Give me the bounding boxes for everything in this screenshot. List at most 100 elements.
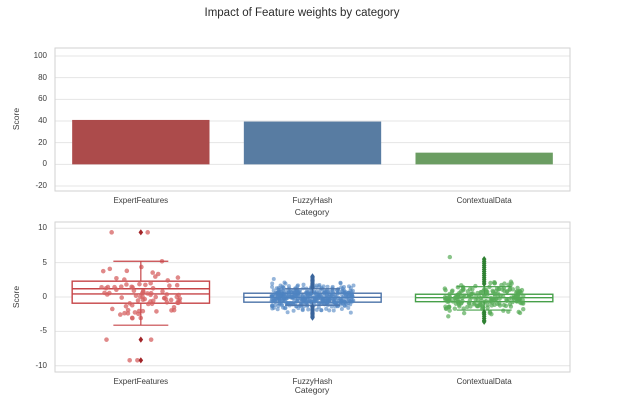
strip-point xyxy=(287,290,292,295)
strip-point xyxy=(317,283,322,288)
strip-point xyxy=(168,297,174,303)
strip-point xyxy=(339,307,344,312)
box-chart-y-tick-label: 10 xyxy=(38,223,47,233)
strip-point xyxy=(509,281,514,286)
flier-diamond xyxy=(481,280,487,288)
strip-point xyxy=(485,305,490,310)
flier-diamond xyxy=(138,229,144,236)
strip-point xyxy=(271,288,276,293)
strip-point xyxy=(295,284,300,289)
bar-chart-y-tick-label: 0 xyxy=(42,159,47,169)
strip-point xyxy=(160,289,165,294)
bar-chart-y-tick-label: 60 xyxy=(38,94,47,104)
strip-point xyxy=(446,304,451,310)
strip-point xyxy=(279,301,284,306)
bar-chart-y-tick-label: -20 xyxy=(35,181,47,191)
bar-expertfeatures xyxy=(72,119,210,165)
strip-point xyxy=(341,299,346,304)
strip-point xyxy=(161,295,167,301)
flier-diamond xyxy=(310,284,315,291)
box-chart-y-tick-label: 5 xyxy=(42,257,47,267)
strip-point xyxy=(104,337,109,342)
strip-point xyxy=(456,294,461,300)
strip-point xyxy=(150,285,156,291)
strip-point xyxy=(314,307,319,312)
strip-point xyxy=(137,281,142,287)
strip-point xyxy=(498,293,503,298)
strip-point xyxy=(504,298,510,303)
flier-diamond xyxy=(138,336,144,343)
strip-point xyxy=(446,314,451,319)
strip-point xyxy=(296,290,301,295)
strip-point xyxy=(293,293,298,298)
strip-point xyxy=(476,303,481,309)
strip-point xyxy=(150,270,155,275)
strip-point xyxy=(314,293,319,298)
box-chart-x-tick-label: ContextualData xyxy=(456,377,512,386)
box-chart-x-tick-label: ExpertFeatures xyxy=(113,377,169,386)
strip-point xyxy=(154,309,159,314)
strip-point xyxy=(320,298,325,303)
strip-point xyxy=(102,290,107,296)
strip-point xyxy=(461,287,466,292)
box-chart-y-tick-label: 0 xyxy=(42,292,47,301)
strip-point xyxy=(148,280,153,286)
strip-point xyxy=(510,299,515,305)
strip-point xyxy=(176,292,181,298)
strip-point xyxy=(99,284,104,290)
strip-point xyxy=(470,286,475,292)
strip-point xyxy=(308,291,313,296)
strip-point xyxy=(275,307,280,312)
strip-point xyxy=(497,301,502,306)
strip-point xyxy=(137,294,143,300)
strip-point xyxy=(344,295,349,300)
strip-point xyxy=(286,284,291,289)
strip-point xyxy=(327,308,332,313)
strip-point xyxy=(447,308,452,313)
strip-point xyxy=(340,295,345,300)
strip-point xyxy=(478,290,483,295)
strip-point xyxy=(274,286,279,291)
strip-point xyxy=(278,283,283,288)
bar-chart-y-tick-label: 20 xyxy=(38,137,47,147)
strip-point xyxy=(129,284,134,290)
strip-point xyxy=(299,303,304,308)
plot-border xyxy=(54,47,571,192)
strip-point xyxy=(283,281,288,286)
strip-point xyxy=(516,297,521,302)
strip-point xyxy=(123,303,129,309)
strip-point xyxy=(118,284,124,289)
strip-point xyxy=(325,284,330,289)
strip-point xyxy=(175,275,181,280)
strip-point xyxy=(140,308,146,314)
strip-point xyxy=(117,312,123,317)
strip-point xyxy=(281,295,286,300)
strip-point xyxy=(135,358,140,363)
strip-point xyxy=(135,298,141,303)
strip-point xyxy=(453,301,459,306)
strip-point xyxy=(466,294,472,299)
strip-point xyxy=(164,300,170,305)
strip-point xyxy=(300,308,305,313)
strip-point xyxy=(521,293,526,299)
strip-point xyxy=(519,287,525,293)
bar-chart-xlabel: Category xyxy=(294,207,330,217)
strip-point xyxy=(129,302,135,308)
strip-point xyxy=(105,284,111,290)
strip-point xyxy=(324,306,329,311)
box-chart-x-tick-label: FuzzyHash xyxy=(292,377,333,386)
strip-point xyxy=(291,299,296,304)
strip-point xyxy=(109,230,114,235)
strip-point xyxy=(331,291,336,296)
strip-point xyxy=(492,293,498,299)
strip-point xyxy=(292,290,297,295)
bar-fuzzyhash xyxy=(243,121,382,165)
bar-chart-x-tick-label: ExpertFeatures xyxy=(113,196,169,205)
strip-point xyxy=(351,283,356,288)
box-chart-y-tick-label: -5 xyxy=(39,326,47,336)
strip-point xyxy=(306,307,311,312)
strip-point xyxy=(107,290,112,296)
strip-point xyxy=(467,301,472,306)
